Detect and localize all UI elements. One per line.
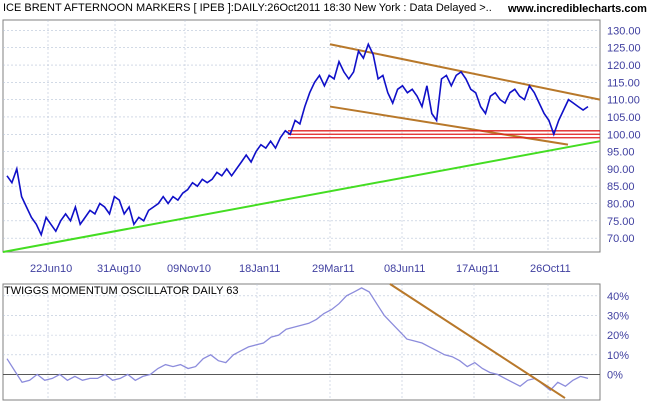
x-tick-label: 18Jan11 (239, 263, 280, 275)
y-tick-label: 115.00 (607, 77, 640, 89)
osc-y-tick-label: 30% (607, 310, 629, 322)
channel-upper (329, 43, 601, 101)
trendline (2, 140, 601, 253)
y-tick-label: 85.00 (607, 181, 635, 193)
osc-trendline (389, 283, 566, 399)
osc-y-tick-label: 20% (607, 330, 629, 342)
x-tick-label: 31Aug10 (97, 263, 141, 275)
x-tick-label: 17Aug11 (456, 263, 499, 275)
y-tick-label: 120.00 (607, 60, 641, 72)
y-tick-label: 95.00 (607, 147, 635, 159)
price-panel-frame (2, 19, 601, 253)
oscillator-panel-frame (2, 283, 601, 401)
y-tick-label: 70.00 (607, 233, 635, 245)
x-tick-label: 29Mar11 (312, 263, 355, 275)
channel-lower (329, 105, 569, 146)
oscillator-title: TWIGGS MOMENTUM OSCILLATOR DAILY 63 (4, 285, 239, 297)
x-tick-label: 22Jun10 (30, 263, 72, 275)
x-tick-label: 08Jun11 (384, 263, 425, 275)
y-tick-label: 90.00 (607, 164, 635, 176)
x-tick-label: 26Oct11 (530, 263, 571, 275)
y-tick-label: 75.00 (607, 216, 635, 228)
y-tick-label: 130.00 (607, 25, 641, 37)
y-tick-label: 125.00 (607, 43, 641, 55)
y-tick-label: 110.00 (607, 95, 640, 107)
price-series-line (6, 42, 589, 237)
y-tick-label: 80.00 (607, 199, 635, 211)
osc-y-tick-label: 10% (607, 350, 629, 362)
y-tick-label: 105.00 (607, 112, 641, 124)
oscillator-series-line (6, 287, 589, 392)
site-watermark: www.incrediblecharts.com (508, 3, 647, 15)
chart-title: ICE BRENT AFTERNOON MARKERS [ IPEB ]:DAI… (3, 2, 492, 14)
osc-y-tick-label: 40% (607, 291, 629, 303)
x-tick-label: 09Nov10 (167, 263, 211, 275)
osc-y-tick-label: 0% (607, 369, 623, 381)
y-tick-label: 100.00 (607, 129, 641, 141)
